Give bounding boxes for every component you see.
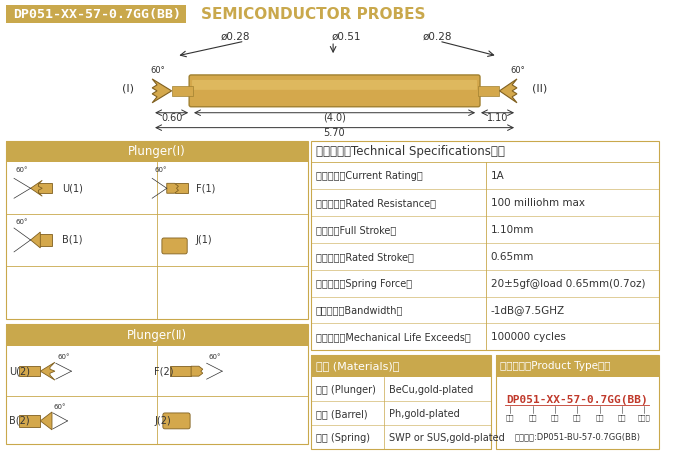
FancyBboxPatch shape	[163, 413, 190, 429]
Text: 60°: 60°	[510, 66, 525, 75]
Text: 频率带宽（Bandwidth）: 频率带宽（Bandwidth）	[316, 306, 403, 315]
Text: 额定弹力（Spring Force）: 额定弹力（Spring Force）	[316, 279, 412, 289]
Text: B(2): B(2)	[9, 416, 30, 426]
Text: 60°: 60°	[58, 354, 70, 360]
Polygon shape	[499, 79, 517, 103]
Text: 额定电流（Current Rating）: 额定电流（Current Rating）	[316, 172, 422, 181]
Bar	[496, 355, 659, 377]
Text: DP051-XX-57-0.7GG(BB): DP051-XX-57-0.7GG(BB)	[13, 8, 181, 21]
FancyBboxPatch shape	[19, 366, 40, 376]
Text: 20±5gf@load 0.65mm(0.7oz): 20±5gf@load 0.65mm(0.7oz)	[491, 279, 645, 289]
Bar	[6, 324, 308, 346]
Bar	[6, 141, 308, 163]
Text: 针头 (Plunger): 针头 (Plunger)	[316, 385, 376, 395]
Text: ø0.28: ø0.28	[220, 31, 250, 41]
Text: 60°: 60°	[16, 167, 29, 173]
Polygon shape	[191, 366, 203, 376]
Text: 60°: 60°	[154, 167, 166, 173]
Text: (II): (II)	[532, 84, 547, 94]
Polygon shape	[152, 79, 172, 103]
Text: 镖金: 镖金	[618, 415, 626, 421]
Polygon shape	[31, 180, 42, 196]
Polygon shape	[38, 183, 52, 193]
Text: 针管 (Barrel): 针管 (Barrel)	[316, 409, 367, 419]
Text: 满行程（Full Stroke）: 满行程（Full Stroke）	[316, 225, 396, 235]
Text: 1A: 1A	[491, 172, 505, 181]
Bar	[6, 324, 308, 444]
Text: 额定电阔（Rated Resistance）: 额定电阔（Rated Resistance）	[316, 198, 436, 208]
Text: 针头材: 针头材	[638, 415, 651, 421]
Text: 技术要求（Technical Specifications）：: 技术要求（Technical Specifications）：	[316, 145, 505, 158]
Text: U(1): U(1)	[61, 183, 83, 193]
Text: SWP or SUS,gold-plated: SWP or SUS,gold-plated	[389, 433, 504, 443]
Polygon shape	[167, 183, 179, 193]
Polygon shape	[31, 232, 40, 248]
Text: 60°: 60°	[209, 354, 221, 360]
Text: (4.0): (4.0)	[323, 113, 346, 123]
Text: 规格: 规格	[529, 415, 537, 421]
Text: ø0.28: ø0.28	[422, 31, 452, 41]
Text: Plunger(Ⅱ): Plunger(Ⅱ)	[127, 329, 187, 342]
Text: 成品型号（Product Type）：: 成品型号（Product Type）：	[501, 361, 611, 371]
Text: 5.70: 5.70	[323, 127, 345, 138]
Text: BeCu,gold-plated: BeCu,gold-plated	[389, 385, 473, 395]
FancyBboxPatch shape	[192, 80, 477, 90]
Text: 100 milliohm max: 100 milliohm max	[491, 198, 584, 208]
Text: B(1): B(1)	[61, 235, 83, 245]
Text: Ph,gold-plated: Ph,gold-plated	[389, 409, 459, 419]
Text: J(1): J(1)	[196, 235, 213, 245]
Text: 0.65mm: 0.65mm	[491, 252, 534, 262]
Text: -1dB@7.5GHZ: -1dB@7.5GHZ	[491, 306, 565, 315]
Text: 额定行程（Rated Stroke）: 额定行程（Rated Stroke）	[316, 252, 413, 262]
Text: 系列: 系列	[506, 415, 514, 421]
Polygon shape	[175, 183, 188, 193]
Text: 弹簧 (Spring): 弹簧 (Spring)	[316, 433, 370, 443]
Text: 订购举例:DP051-BU-57-0.7GG(BB): 订购举例:DP051-BU-57-0.7GG(BB)	[514, 432, 640, 441]
Text: 1.10: 1.10	[487, 113, 508, 123]
Text: 1.10mm: 1.10mm	[491, 225, 534, 235]
FancyBboxPatch shape	[478, 86, 499, 96]
Text: SEMICONDUCTOR PROBES: SEMICONDUCTOR PROBES	[201, 7, 426, 22]
Bar	[311, 355, 491, 377]
FancyBboxPatch shape	[162, 238, 187, 254]
Text: 头型: 头型	[550, 415, 559, 421]
Bar	[496, 355, 659, 449]
Text: 测试寿命（Mechanical Life Exceeds）: 测试寿命（Mechanical Life Exceeds）	[316, 332, 471, 342]
Text: 100000 cycles: 100000 cycles	[491, 332, 565, 342]
Bar	[6, 141, 308, 320]
Text: 弹力: 弹力	[595, 415, 604, 421]
Text: 60°: 60°	[150, 66, 165, 75]
Text: 0.60: 0.60	[161, 113, 182, 123]
Bar	[311, 141, 659, 350]
Polygon shape	[40, 412, 52, 430]
Text: U(2): U(2)	[9, 366, 30, 376]
Bar	[311, 355, 491, 449]
Polygon shape	[40, 362, 55, 380]
Text: Plunger(Ⅰ): Plunger(Ⅰ)	[128, 145, 186, 158]
FancyBboxPatch shape	[172, 86, 193, 96]
Text: (I): (I)	[122, 84, 134, 94]
FancyBboxPatch shape	[19, 415, 40, 427]
Text: 总长: 总长	[573, 415, 582, 421]
Text: J(2): J(2)	[154, 416, 171, 426]
Text: F(2): F(2)	[154, 366, 174, 376]
FancyBboxPatch shape	[6, 5, 186, 23]
FancyBboxPatch shape	[170, 366, 191, 376]
FancyBboxPatch shape	[189, 75, 480, 107]
Text: 材质 (Materials)：: 材质 (Materials)：	[316, 361, 399, 371]
Text: 60°: 60°	[16, 219, 29, 225]
Text: F(1): F(1)	[196, 183, 216, 193]
Text: DP051-XX-57-0.7GG(BB): DP051-XX-57-0.7GG(BB)	[507, 395, 648, 405]
Polygon shape	[40, 234, 52, 246]
Text: 60°: 60°	[54, 404, 66, 410]
Text: ø0.51: ø0.51	[332, 31, 361, 41]
